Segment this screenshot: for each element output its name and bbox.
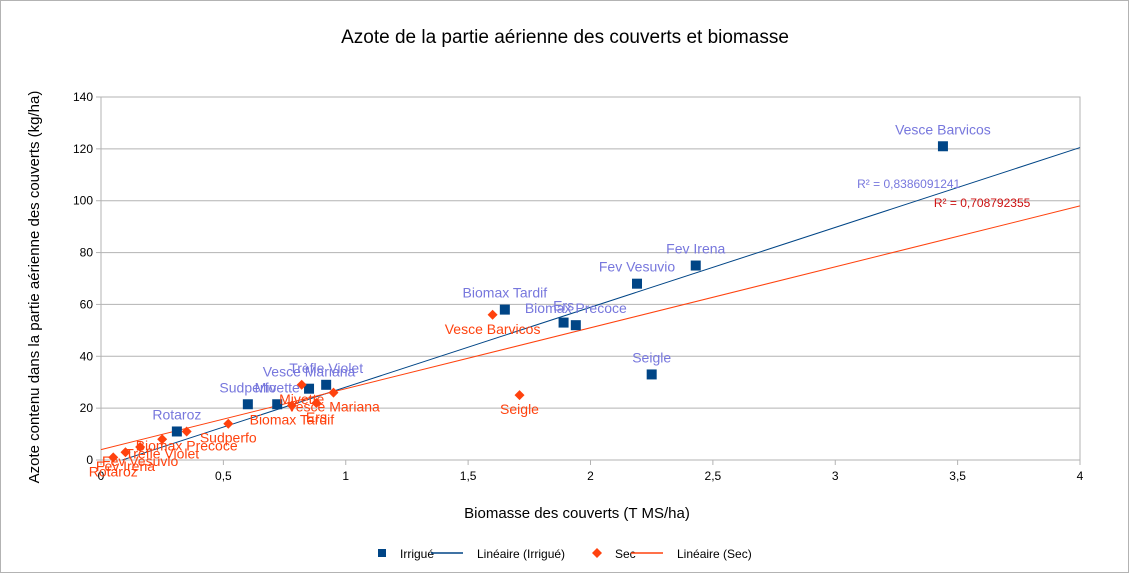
point-label: Fev Vesuvio bbox=[102, 453, 178, 469]
legend-item: Sec bbox=[592, 547, 636, 561]
y-tick-label: 100 bbox=[73, 194, 93, 208]
point-label: Seigle bbox=[500, 401, 539, 417]
point-sec bbox=[296, 379, 307, 390]
point-irrigue bbox=[570, 320, 581, 331]
r2-label: R² = 0,8386091241 bbox=[857, 177, 960, 191]
x-tick-label: 0 bbox=[98, 469, 105, 483]
point-label: Vesce Barvicos bbox=[895, 121, 991, 137]
y-axis-label: Azote contenu dans la partie aérienne de… bbox=[26, 91, 43, 484]
axes: 0 20 40 60 80 100 120 140 0 0,5 1 1,5 2 2,5 3 3,5 4 bbox=[73, 90, 1084, 483]
point-label: Seigle bbox=[632, 349, 671, 365]
plot-area bbox=[100, 96, 1081, 461]
legend-item: Linéaire (Irrigué) bbox=[431, 547, 565, 561]
point-sec bbox=[157, 434, 168, 445]
x-tick-label: 2 bbox=[587, 469, 594, 483]
point-label: Biomax Precoce bbox=[525, 300, 627, 316]
point-label: Vesce Mariana bbox=[287, 399, 380, 415]
point-sec bbox=[120, 447, 131, 458]
x-tick-label: 4 bbox=[1077, 469, 1084, 483]
legend-item: Irrigué bbox=[378, 547, 434, 561]
point-label: Fev Vesuvio bbox=[599, 259, 675, 275]
y-tick-label: 0 bbox=[86, 453, 93, 467]
point-sec bbox=[181, 426, 192, 437]
point-irrigue bbox=[321, 379, 332, 390]
trendline-sec bbox=[100, 205, 1081, 451]
legend-label: Irrigué bbox=[400, 547, 434, 561]
legend-label: Linéaire (Sec) bbox=[677, 547, 752, 561]
r2-label: R² = 0,708792355 bbox=[934, 196, 1031, 210]
point-label: Ers bbox=[306, 409, 327, 425]
point-label: Biomax Tardif bbox=[463, 285, 548, 301]
point-irrigue bbox=[272, 399, 283, 410]
point-label: Sudperfo bbox=[219, 379, 276, 395]
chart-title: Azote de la partie aérienne des couverts… bbox=[341, 27, 789, 48]
point-label: Rotaroz bbox=[152, 406, 201, 422]
point-label: Ers bbox=[553, 298, 574, 314]
point-irrigue bbox=[558, 317, 569, 328]
x-tick-label: 3,5 bbox=[949, 469, 966, 483]
point-sec bbox=[514, 390, 525, 401]
point-label: Fev Irena bbox=[666, 241, 725, 257]
data-points bbox=[108, 141, 948, 463]
point-sec bbox=[311, 397, 322, 408]
legend: Irrigué Linéaire (Irrigué) Sec Linéaire (Se… bbox=[378, 547, 752, 561]
point-sec bbox=[487, 309, 498, 320]
point-irrigue bbox=[499, 304, 510, 315]
point-label: Biomax Precoce bbox=[136, 437, 238, 453]
legend-swatch bbox=[592, 548, 602, 558]
y-tick-label: 120 bbox=[73, 142, 93, 156]
data-labels: R² = 0,8386091241 R² = 0,708792355 Vesce B… bbox=[89, 121, 1031, 479]
x-tick-label: 1,5 bbox=[460, 469, 477, 483]
point-label: Trèfle Violet bbox=[289, 360, 363, 376]
point-irrigue bbox=[242, 399, 253, 410]
legend-swatch bbox=[378, 549, 386, 557]
point-irrigue bbox=[646, 369, 657, 380]
point-irrigue bbox=[690, 260, 701, 271]
point-label: Vesce Barvicos bbox=[445, 321, 541, 337]
point-sec bbox=[328, 387, 339, 398]
point-sec bbox=[108, 452, 119, 463]
x-tick-label: 1 bbox=[342, 469, 349, 483]
x-tick-label: 2,5 bbox=[705, 469, 722, 483]
y-tick-label: 140 bbox=[73, 90, 93, 104]
point-irrigue bbox=[171, 426, 182, 437]
point-label: Mivette bbox=[255, 379, 300, 395]
point-label: Vesce Mariana bbox=[263, 364, 356, 380]
point-label: Fev Irena bbox=[96, 458, 155, 474]
legend-label: Sec bbox=[615, 547, 636, 561]
legend-label: Linéaire (Irrigué) bbox=[477, 547, 565, 561]
x-axis-label: Biomasse des couverts (T MS/ha) bbox=[464, 505, 690, 522]
point-label: Trèfle Violet bbox=[125, 445, 199, 461]
legend-item: Linéaire (Sec) bbox=[631, 547, 752, 561]
point-label: Mivette bbox=[279, 391, 324, 407]
x-tick-label: 3 bbox=[832, 469, 839, 483]
point-sec bbox=[223, 418, 234, 429]
y-tick-label: 60 bbox=[80, 297, 94, 311]
point-label: Rotaroz bbox=[89, 463, 138, 479]
point-label: Sudperfo bbox=[200, 430, 257, 446]
grid-lines bbox=[101, 96, 1080, 461]
point-irrigue bbox=[632, 278, 643, 289]
x-tick-label: 0,5 bbox=[215, 469, 232, 483]
y-tick-label: 80 bbox=[80, 246, 94, 260]
y-tick-label: 20 bbox=[80, 401, 94, 415]
point-sec bbox=[135, 442, 146, 453]
point-sec bbox=[286, 400, 297, 411]
point-irrigue bbox=[304, 383, 315, 394]
y-tick-label: 40 bbox=[80, 349, 94, 363]
point-label: Biomax Tardif bbox=[250, 412, 335, 428]
point-irrigue bbox=[937, 141, 948, 152]
